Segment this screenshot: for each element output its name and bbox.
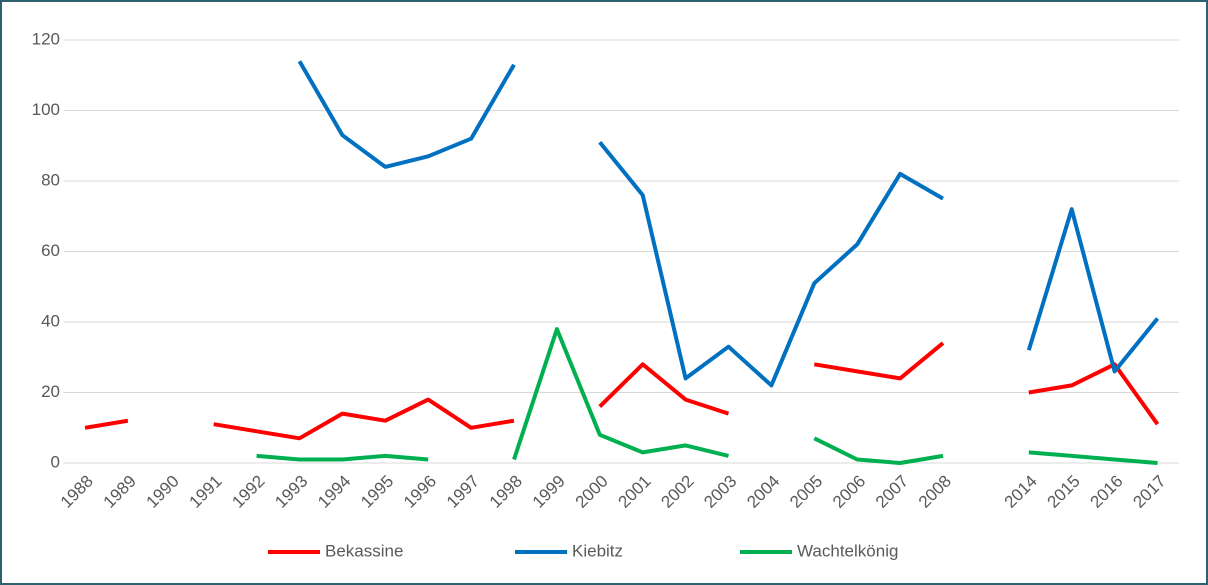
series-line	[297, 60, 1160, 388]
series-line	[256, 327, 1158, 465]
legend-label: Kiebitz	[572, 541, 623, 560]
series-line	[84, 341, 1160, 441]
y-tick-label: 0	[51, 452, 60, 471]
y-tick-label: 120	[32, 29, 60, 48]
legend-label: Bekassine	[325, 541, 403, 560]
y-tick-label: 100	[32, 100, 60, 119]
y-tick-label: 60	[41, 241, 60, 260]
y-tick-label: 40	[41, 311, 60, 330]
y-tick-label: 20	[41, 382, 60, 401]
y-tick-label: 80	[41, 170, 60, 189]
legend-label: Wachtelkönig	[797, 541, 898, 560]
